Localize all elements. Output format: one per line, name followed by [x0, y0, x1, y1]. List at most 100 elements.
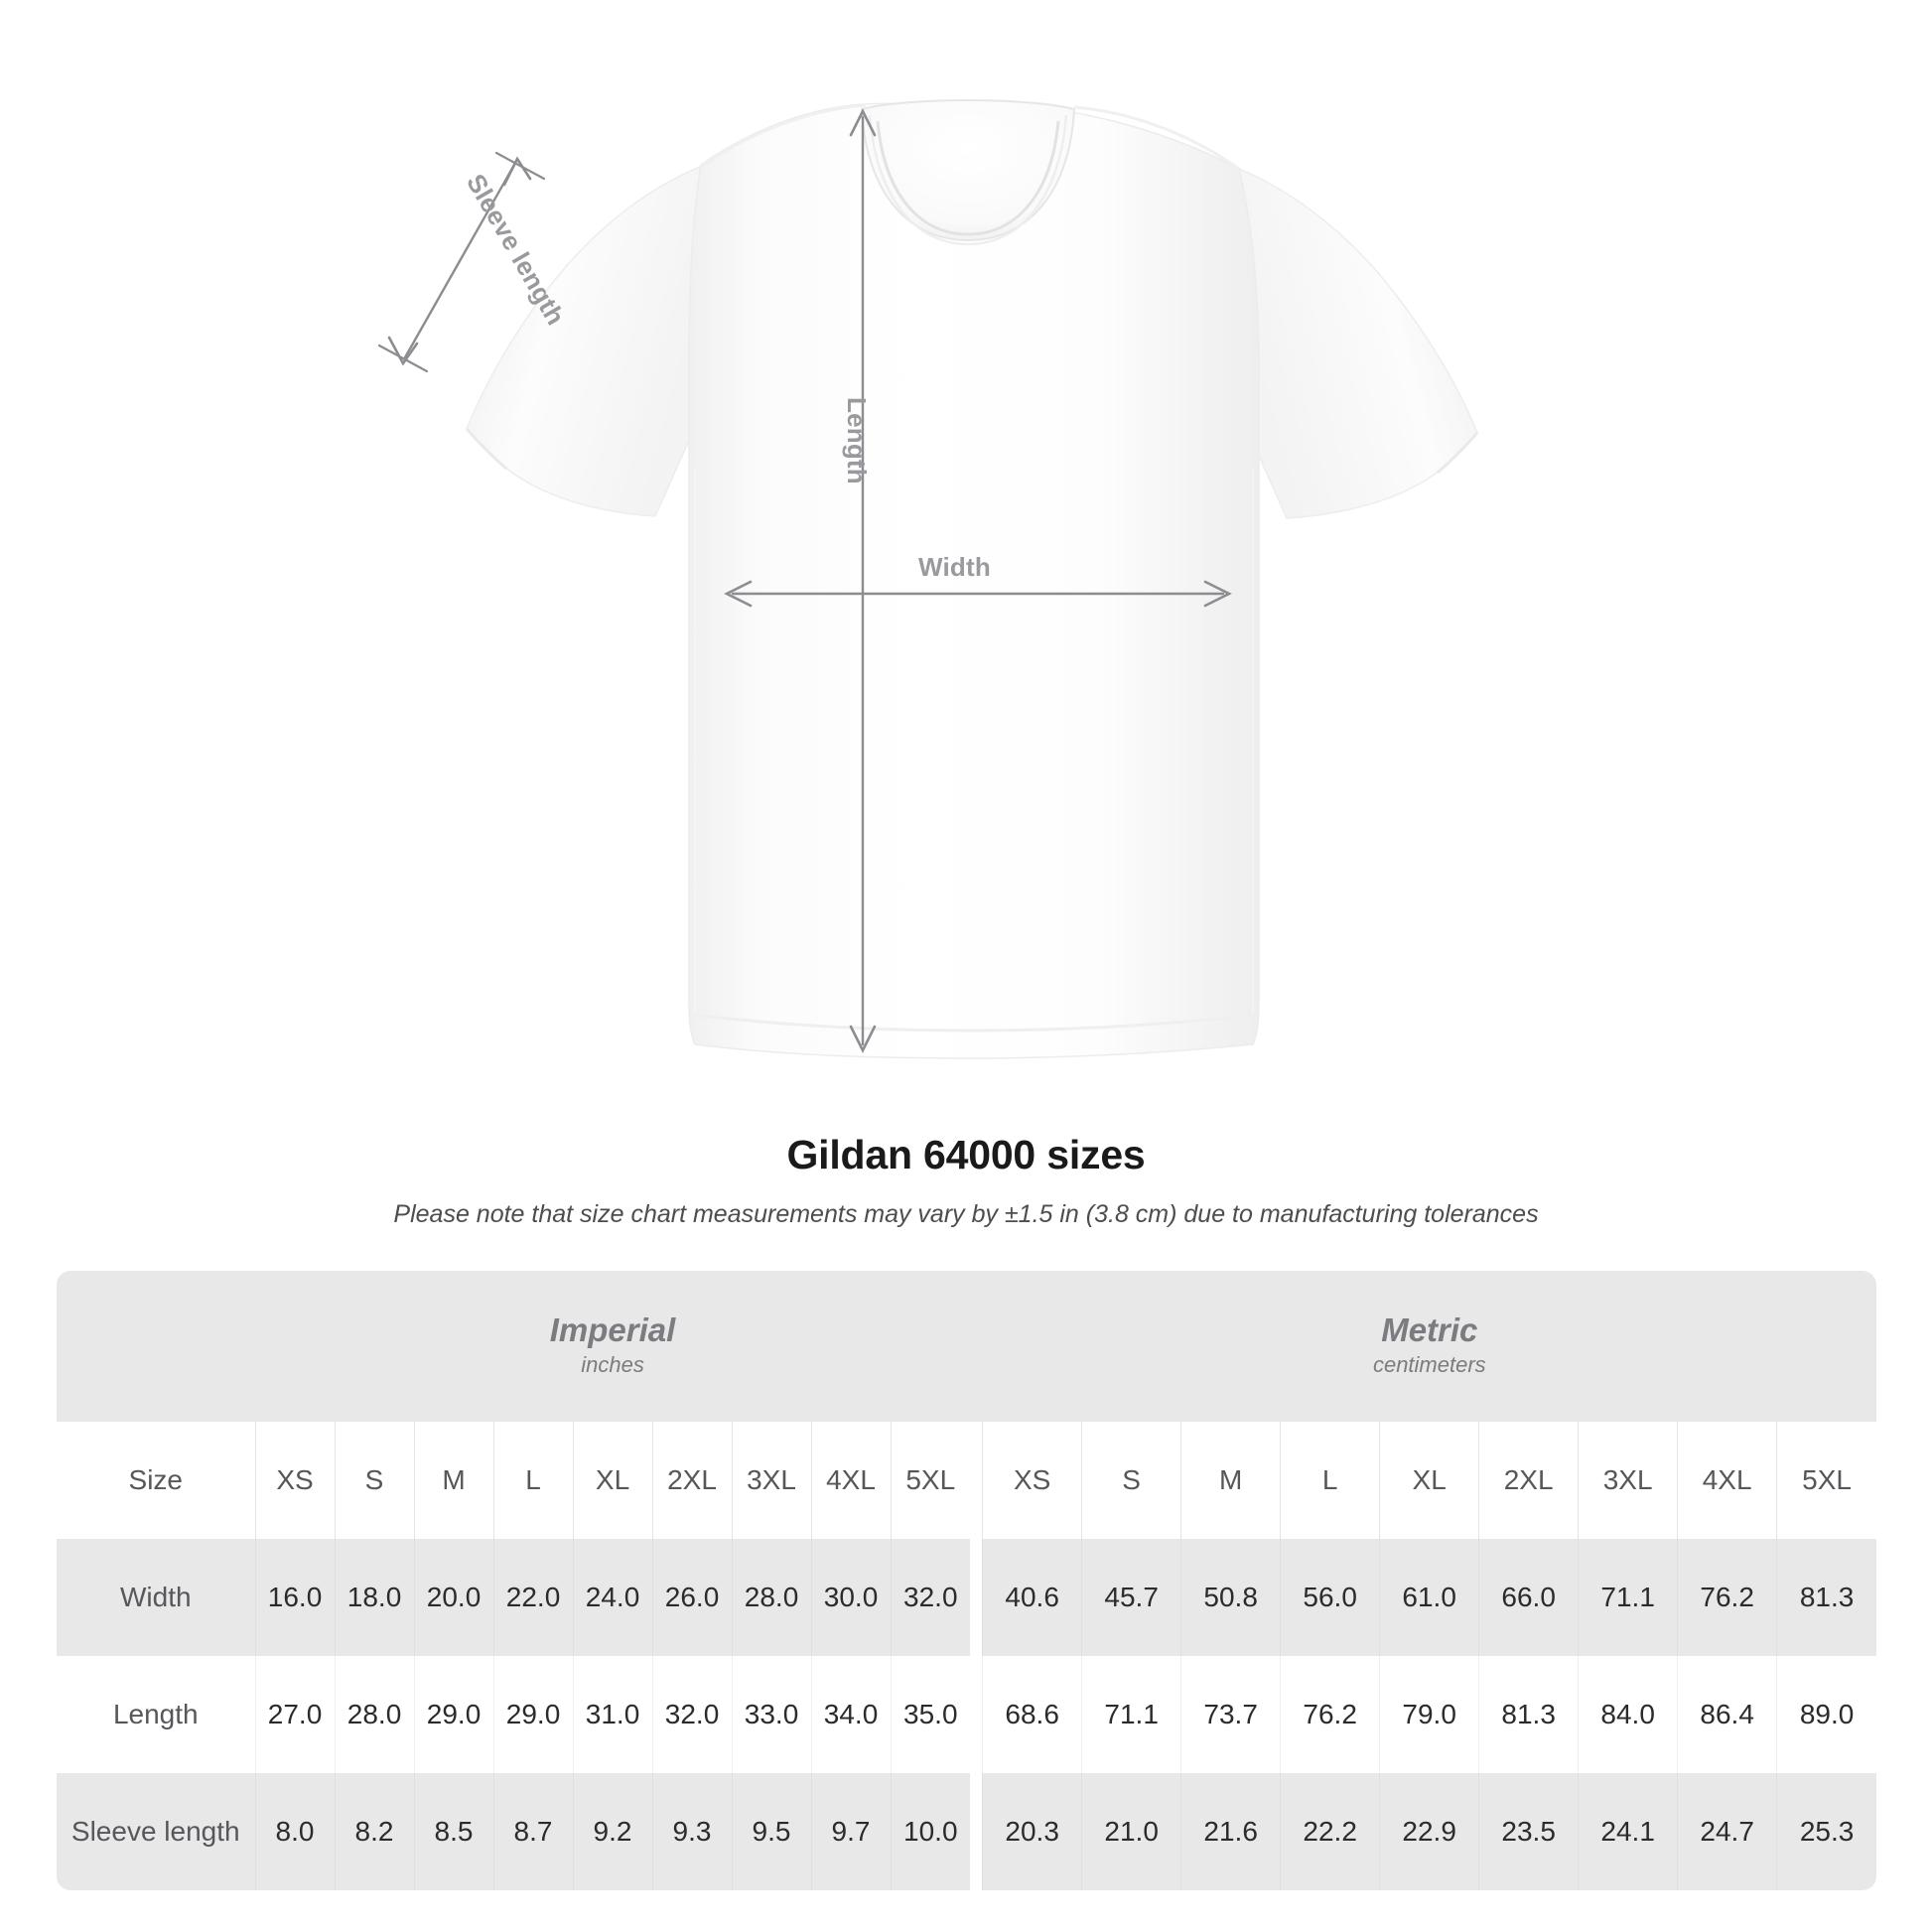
section-gap [970, 1656, 983, 1773]
left-sleeve [466, 165, 701, 517]
size-header-imperial-0: XS [254, 1422, 336, 1539]
size-header-metric-0: XS [982, 1422, 1082, 1539]
cell-metric-length-0: 68.6 [982, 1656, 1082, 1773]
collar-rib [860, 98, 1076, 242]
size-header-imperial-2: M [413, 1422, 494, 1539]
cell-metric-length-6: 84.0 [1578, 1656, 1678, 1773]
cell-imperial-sleeve-3: 8.7 [492, 1773, 574, 1890]
unit-sub-metric: centimeters [1372, 1352, 1486, 1378]
unit-header-row: Imperial inches Metric centimeters [57, 1271, 1876, 1422]
row-label-width: Width [57, 1539, 256, 1656]
cell-metric-length-2: 73.7 [1180, 1656, 1281, 1773]
size-header-imperial-1: S [334, 1422, 415, 1539]
cell-metric-length-4: 79.0 [1379, 1656, 1479, 1773]
cell-imperial-width-7: 30.0 [810, 1539, 892, 1656]
right-sleeve [1238, 167, 1478, 519]
sleeve-tick-top [494, 151, 546, 181]
cell-imperial-sleeve-6: 9.5 [731, 1773, 812, 1890]
size-header-metric-5: 2XL [1478, 1422, 1579, 1539]
row-label-sleeve-length: Sleeve length [57, 1773, 256, 1890]
size-header-metric-1: S [1081, 1422, 1181, 1539]
cell-imperial-width-6: 28.0 [731, 1539, 812, 1656]
cell-imperial-sleeve-5: 9.3 [651, 1773, 733, 1890]
cell-imperial-width-2: 20.0 [413, 1539, 494, 1656]
width-arrow-left [724, 580, 753, 608]
cell-metric-length-7: 86.4 [1677, 1656, 1777, 1773]
size-header-imperial-6: 3XL [731, 1422, 812, 1539]
cell-metric-sleeve-3: 22.2 [1280, 1773, 1380, 1890]
cell-metric-sleeve-8: 25.3 [1776, 1773, 1876, 1890]
size-header-label: Size [57, 1422, 256, 1539]
cell-metric-length-5: 81.3 [1478, 1656, 1579, 1773]
left-shoulder-seam [700, 103, 867, 169]
cell-metric-width-4: 61.0 [1379, 1539, 1479, 1656]
cell-metric-width-0: 40.6 [982, 1539, 1082, 1656]
size-header-imperial-3: L [492, 1422, 574, 1539]
unit-name-metric: Metric [1381, 1311, 1478, 1348]
page-title: Gildan 64000 sizes [786, 1132, 1146, 1177]
left-sleeve-hem [465, 428, 507, 471]
sleeve-dimension-line [403, 163, 516, 359]
cell-metric-width-8: 81.3 [1776, 1539, 1876, 1656]
size-header-metric-7: 4XL [1677, 1422, 1777, 1539]
cell-metric-sleeve-7: 24.7 [1677, 1773, 1777, 1890]
cell-imperial-sleeve-7: 9.7 [810, 1773, 892, 1890]
size-header-imperial-4: XL [572, 1422, 653, 1539]
right-sleeve-hem [1437, 432, 1479, 475]
cell-imperial-length-3: 29.0 [492, 1656, 574, 1773]
size-chart-table: Imperial inches Metric centimeters Size … [57, 1271, 1876, 1890]
length-arrow-bottom [849, 1025, 877, 1053]
row-label-length: Length [57, 1656, 256, 1773]
unit-header-metric: Metric centimeters [982, 1271, 1876, 1422]
cell-imperial-length-4: 31.0 [572, 1656, 653, 1773]
cell-imperial-sleeve-1: 8.2 [334, 1773, 415, 1890]
size-header-metric-8: 5XL [1776, 1422, 1876, 1539]
section-gap [970, 1422, 983, 1539]
cell-metric-length-8: 89.0 [1776, 1656, 1876, 1773]
cell-imperial-length-8: 35.0 [890, 1656, 971, 1773]
size-header-metric-2: M [1180, 1422, 1281, 1539]
tshirt-illustration [377, 98, 1479, 1059]
size-header-imperial-7: 4XL [810, 1422, 892, 1539]
cell-metric-sleeve-6: 24.1 [1578, 1773, 1678, 1890]
cell-metric-sleeve-4: 22.9 [1379, 1773, 1479, 1890]
unit-name-imperial: Imperial [549, 1311, 676, 1348]
unit-sub-imperial: inches [581, 1352, 644, 1378]
cell-imperial-width-1: 18.0 [334, 1539, 415, 1656]
cell-metric-length-1: 71.1 [1081, 1656, 1181, 1773]
table-row: Length 27.0 28.0 29.0 29.0 31.0 32.0 33.… [57, 1656, 1876, 1773]
unit-header-gap [970, 1271, 983, 1422]
cell-imperial-sleeve-8: 10.0 [890, 1773, 971, 1890]
title-block: Gildan 64000 sizes Please note that size… [0, 1132, 1932, 1229]
cell-metric-sleeve-0: 20.3 [982, 1773, 1082, 1890]
cell-imperial-length-7: 34.0 [810, 1656, 892, 1773]
cell-imperial-sleeve-0: 8.0 [254, 1773, 336, 1890]
cell-imperial-width-5: 26.0 [651, 1539, 733, 1656]
table-row: Width 16.0 18.0 20.0 22.0 24.0 26.0 28.0… [57, 1539, 1876, 1656]
cell-metric-sleeve-2: 21.6 [1180, 1773, 1281, 1890]
size-chart-container: Imperial inches Metric centimeters Size … [57, 1271, 1876, 1890]
neckline-inner [876, 120, 1060, 236]
cell-imperial-length-1: 28.0 [334, 1656, 415, 1773]
cell-metric-sleeve-5: 23.5 [1478, 1773, 1579, 1890]
tshirt-figure: Width Length Sleeve length [377, 98, 1479, 1059]
cell-metric-length-3: 76.2 [1280, 1656, 1380, 1773]
length-arrow-top [849, 108, 877, 137]
sleeve-arrow-top [502, 156, 532, 187]
size-header-row: Size XS S M L XL 2XL 3XL 4XL 5XL XS S M … [57, 1422, 1876, 1539]
size-header-metric-6: 3XL [1578, 1422, 1678, 1539]
cell-metric-width-2: 50.8 [1180, 1539, 1281, 1656]
cell-metric-width-7: 76.2 [1677, 1539, 1777, 1656]
size-header-metric-4: XL [1379, 1422, 1479, 1539]
cell-imperial-length-0: 27.0 [254, 1656, 336, 1773]
right-shoulder-seam [1073, 105, 1240, 171]
sleeve-tick-bottom [377, 344, 429, 373]
cell-imperial-length-6: 33.0 [731, 1656, 812, 1773]
size-header-imperial-8: 5XL [890, 1422, 971, 1539]
size-header-imperial-5: 2XL [651, 1422, 733, 1539]
cell-imperial-sleeve-4: 9.2 [572, 1773, 653, 1890]
sleeve-arrow-bottom [387, 336, 419, 366]
width-label: Width [918, 552, 991, 582]
width-arrow-right [1203, 580, 1232, 608]
length-label: Length [842, 397, 872, 484]
